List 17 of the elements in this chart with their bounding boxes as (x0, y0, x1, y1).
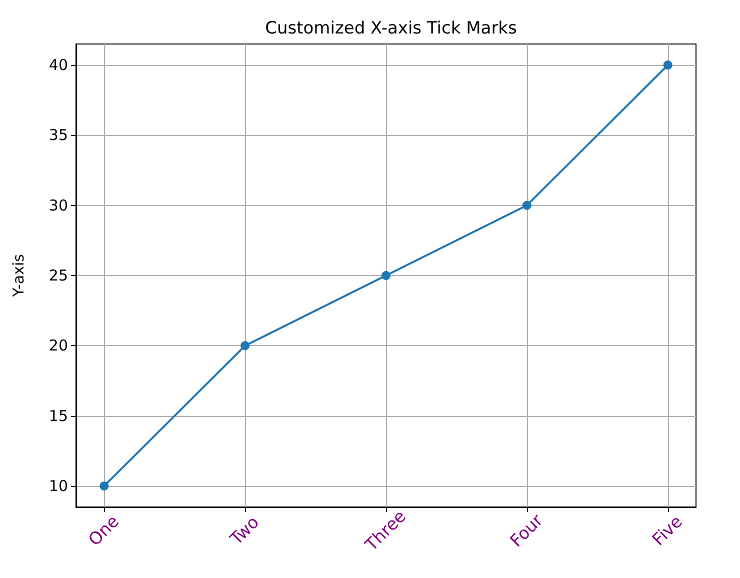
x-tick-label: One (84, 512, 124, 550)
point (382, 271, 390, 280)
y-tick-label: 40 (48, 56, 68, 74)
y-axis-title: Y-axis (10, 254, 28, 298)
x-tick-label: Two (226, 512, 264, 550)
x-tick-label: Five (648, 512, 687, 550)
chart-title: Customized X-axis Tick Marks (265, 18, 518, 38)
point (522, 200, 532, 210)
point (663, 60, 672, 70)
y-tick-label: 25 (48, 266, 68, 284)
y-tick-label: 10 (48, 476, 68, 495)
y-tick-label: 15 (48, 406, 68, 425)
y-tick-label: 30 (48, 196, 68, 214)
point (100, 481, 109, 490)
y-tick-label: 20 (48, 336, 68, 355)
y-tick-label: 35 (48, 126, 68, 144)
point (240, 341, 250, 350)
